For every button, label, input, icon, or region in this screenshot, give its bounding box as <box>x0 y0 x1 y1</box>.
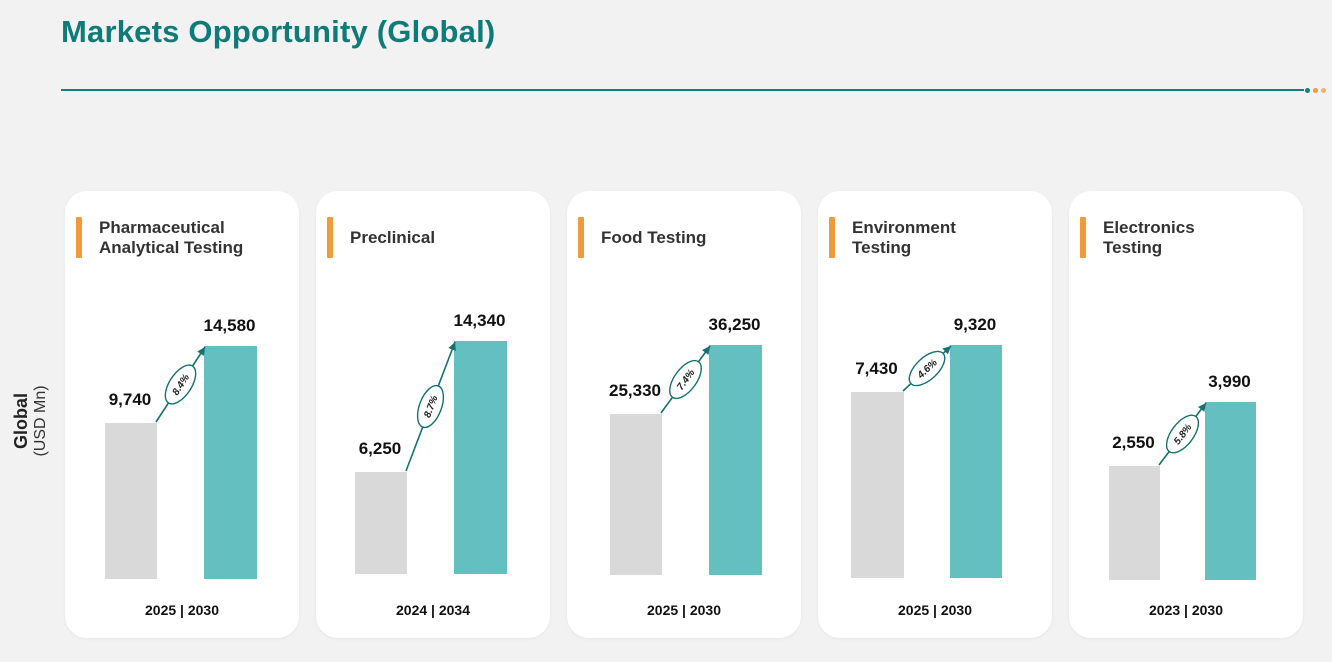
value-label-end: 14,580 <box>204 316 256 335</box>
market-card-environment-testing: Environment Testing 7,430 9,320 4.6% 2025 … <box>818 191 1052 638</box>
card-title-line: Electronics <box>1103 217 1195 237</box>
market-card-food-testing: Food Testing 25,330 36,250 7.4% 2025 | 203… <box>567 191 801 638</box>
card-accent-bar <box>1080 217 1086 258</box>
cagr-badge-outline <box>164 364 197 405</box>
axis-region: Global <box>11 392 31 450</box>
axis-unit: (USD Mn) <box>32 385 49 457</box>
bar-start-year <box>1109 466 1160 580</box>
card-title-line: Preclinical <box>350 227 436 247</box>
years-label: 2025 | 2030 <box>145 602 219 618</box>
value-label-start: 25,330 <box>609 381 661 400</box>
card-title: Electronics Testing <box>1103 217 1293 258</box>
bar-start-year <box>105 423 157 579</box>
bar-end-year <box>709 345 762 575</box>
value-label-end: 9,320 <box>954 315 997 334</box>
bar-start-year <box>851 392 904 578</box>
card-title-line: Pharmaceutical <box>99 217 225 237</box>
value-label-start: 7,430 <box>855 359 898 378</box>
growth-arrow-head <box>942 346 951 355</box>
cagr-badge-outline <box>669 359 702 400</box>
card-title: Food Testing <box>601 217 791 258</box>
card-accent-bar <box>578 217 584 258</box>
years-label: 2025 | 2030 <box>647 602 721 618</box>
bar-chart-pharmaceutical: 9,740 14,580 8.4% <box>105 316 257 579</box>
bar-chart-preclinical: 6,250 14,340 8.7% <box>355 311 507 574</box>
bar-start-year <box>355 472 407 574</box>
page-title: Markets Opportunity (Global) <box>61 14 496 49</box>
bar-end-year <box>204 346 257 579</box>
card-title-line: Food Testing <box>601 227 707 247</box>
value-label-start: 6,250 <box>359 439 402 458</box>
market-card-preclinical: Preclinical 6,250 14,340 8.7% 2024 | 2034 <box>316 191 550 638</box>
cagr-badge: 8.7% <box>416 384 445 429</box>
years-label: 2025 | 2030 <box>898 602 972 618</box>
bar-end-year <box>950 345 1002 578</box>
card-title: Pharmaceutical Analytical Testing <box>99 217 289 258</box>
growth-arrow-head <box>448 342 456 351</box>
growth-arrow-head <box>197 347 205 356</box>
bar-chart-food-testing: 25,330 36,250 7.4% <box>609 315 762 575</box>
card-title-line: Testing <box>1103 237 1163 257</box>
card-title: Preclinical <box>350 217 540 258</box>
growth-arrow-head <box>1197 403 1206 412</box>
card-title: Environment Testing <box>852 217 1042 258</box>
y-axis-label: Global (USD Mn) <box>11 385 51 456</box>
growth-arrow-head <box>702 346 710 355</box>
divider-dot-teal <box>1305 88 1310 93</box>
cagr-badge: 4.6% <box>908 350 946 387</box>
value-label-end: 14,340 <box>454 311 506 330</box>
bar-end-year <box>454 341 507 574</box>
bar-end-year <box>1205 402 1256 580</box>
card-accent-bar <box>829 217 835 258</box>
value-label-end: 36,250 <box>709 315 761 334</box>
value-label-start: 9,740 <box>109 390 152 409</box>
card-accent-bar <box>327 217 333 258</box>
cagr-badge-outline <box>908 350 946 387</box>
value-label-start: 2,550 <box>1112 433 1155 452</box>
cagr-badge: 8.4% <box>164 364 197 405</box>
card-title-line: Testing <box>852 237 912 257</box>
title-divider <box>61 89 1304 91</box>
card-title-line: Environment <box>852 217 956 237</box>
cagr-badge-outline <box>416 384 445 429</box>
cagr-badge: 5.8% <box>1165 414 1200 454</box>
bar-chart-environment-testing: 7,430 9,320 4.6% <box>851 315 1002 578</box>
market-card-electronics-testing: Electronics Testing 2,550 3,990 5.8% 2023 … <box>1069 191 1303 638</box>
card-title-line: Analytical Testing <box>99 237 244 257</box>
market-card-pharmaceutical: Pharmaceutical Analytical Testing 9,740 1… <box>65 191 299 638</box>
value-label-end: 3,990 <box>1208 372 1251 391</box>
years-label: 2023 | 2030 <box>1149 602 1223 618</box>
cagr-badge: 7.4% <box>669 359 702 400</box>
cagr-badge-outline <box>1165 414 1200 454</box>
divider-dot-orange-1 <box>1313 88 1318 93</box>
bar-start-year <box>610 414 662 575</box>
bar-chart-electronics-testing: 2,550 3,990 5.8% <box>1109 372 1256 580</box>
years-label: 2024 | 2034 <box>396 602 470 618</box>
card-accent-bar <box>76 217 82 258</box>
divider-dot-orange-2 <box>1321 88 1326 93</box>
